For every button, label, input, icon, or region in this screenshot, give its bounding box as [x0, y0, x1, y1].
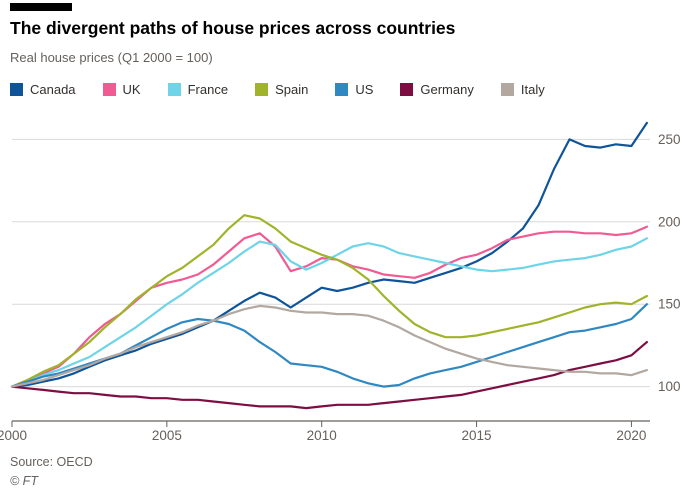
series-line-germany [10, 341, 649, 410]
legend-label: US [355, 82, 374, 97]
legend-label: France [187, 82, 229, 97]
legend-item-france: France [167, 82, 229, 97]
house-prices-line-chart: 100 150 200 250 2000 2005 2010 2015 2020 [0, 121, 681, 443]
legend-swatch-spain [255, 83, 269, 96]
title-accent-bar [10, 3, 72, 11]
legend-item-uk: UK [102, 82, 141, 97]
series-line-italy [10, 304, 649, 388]
y-axis-label-150: 150 [658, 297, 681, 312]
legend-item-germany: Germany [400, 82, 474, 97]
legend-swatch-uk [102, 83, 116, 96]
legend-swatch-us [335, 83, 349, 96]
chart-title: The divergent paths of house prices acro… [10, 18, 456, 38]
legend-swatch-canada [10, 83, 23, 96]
legend-swatch-italy [500, 83, 514, 96]
legend-label: UK [122, 82, 141, 97]
legend-swatch-france [167, 83, 181, 96]
series-line-spain [10, 214, 649, 388]
y-axis-label-100: 100 [658, 379, 681, 394]
legend-label: Germany [420, 82, 474, 97]
legend-label: Italy [520, 82, 545, 97]
legend-label: Spain [275, 82, 309, 97]
legend-label: Canada [30, 82, 76, 97]
y-axis-label-250: 250 [658, 132, 681, 147]
legend-item-italy: Italy [500, 82, 545, 97]
legend-item-canada: Canada [10, 82, 76, 97]
ft-credit: © FT [10, 474, 38, 488]
x-axis-label-2010: 2010 [307, 428, 337, 443]
legend-item-spain: Spain [255, 82, 308, 97]
series-line-france [10, 237, 649, 388]
x-axis-label-2020: 2020 [616, 428, 646, 443]
legend-swatch-germany [400, 83, 414, 96]
series-line-canada [10, 121, 649, 388]
y-axis-label-200: 200 [658, 214, 681, 229]
x-axis-label-2015: 2015 [462, 428, 492, 443]
source-note: Source: OECD [10, 455, 93, 469]
x-axis-label-2000: 2000 [0, 428, 27, 443]
chart-subtitle: Real house prices (Q1 2000 = 100) [10, 50, 213, 65]
legend-item-us: US [335, 82, 373, 97]
x-axis-label-2005: 2005 [152, 428, 182, 443]
chart-legend: Canada UK France Spain US Germany Italy [10, 82, 690, 97]
series-line-uk [10, 225, 649, 388]
